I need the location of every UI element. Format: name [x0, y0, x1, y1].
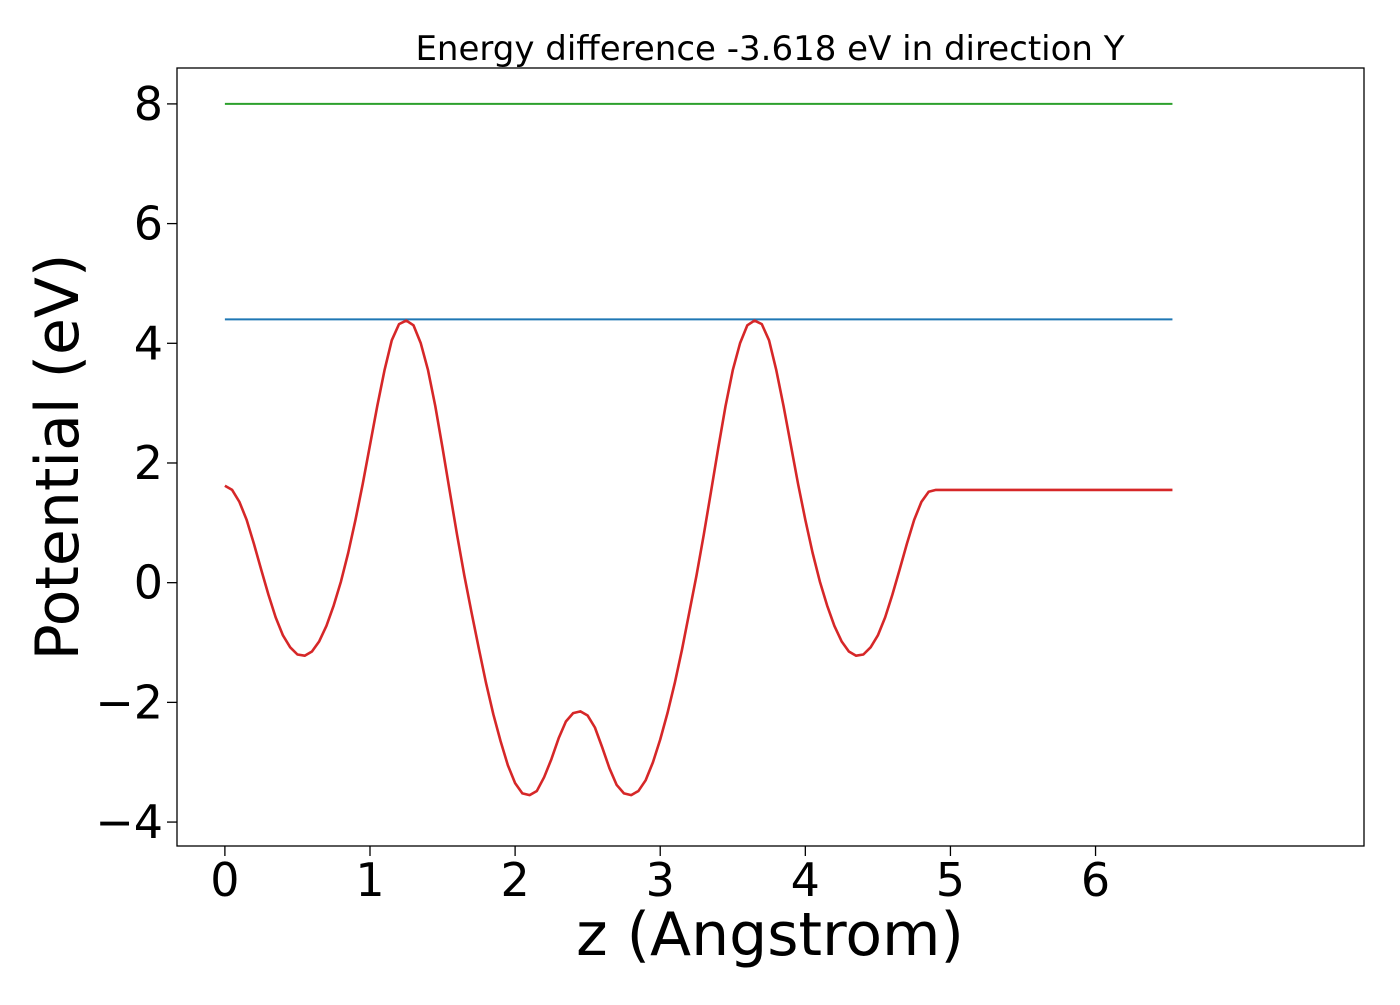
x-tick-label: 3 [646, 853, 675, 907]
x-tick-label: 5 [936, 853, 965, 907]
series-line-3 [224, 319, 1173, 797]
y-tick-label: 6 [134, 197, 163, 251]
plot-frame [176, 67, 1365, 847]
y-tick-label: 8 [134, 77, 163, 131]
x-tick-label: 0 [210, 853, 239, 907]
x-tick-label: 6 [1081, 853, 1110, 907]
y-tick-label: −2 [95, 675, 163, 729]
x-tick-label: 4 [791, 853, 820, 907]
y-tick-label: 4 [134, 316, 163, 370]
y-tick-label: 2 [134, 436, 163, 490]
x-tick-label: 2 [500, 853, 529, 907]
x-axis-title: z (Angstrom) [576, 900, 964, 970]
x-tick-label: 1 [355, 853, 384, 907]
chart-title: Energy difference -3.618 eV in direction… [415, 29, 1124, 69]
y-axis-title: Potential (eV) [23, 254, 93, 661]
y-tick-label: 0 [134, 556, 163, 610]
x-axis-ticks: 0 1 2 3 4 5 6 [210, 846, 1110, 907]
plot-lines [224, 102, 1173, 797]
y-axis-ticks: −4 −2 0 2 4 6 8 [95, 77, 177, 849]
y-tick-label: −4 [95, 795, 163, 849]
